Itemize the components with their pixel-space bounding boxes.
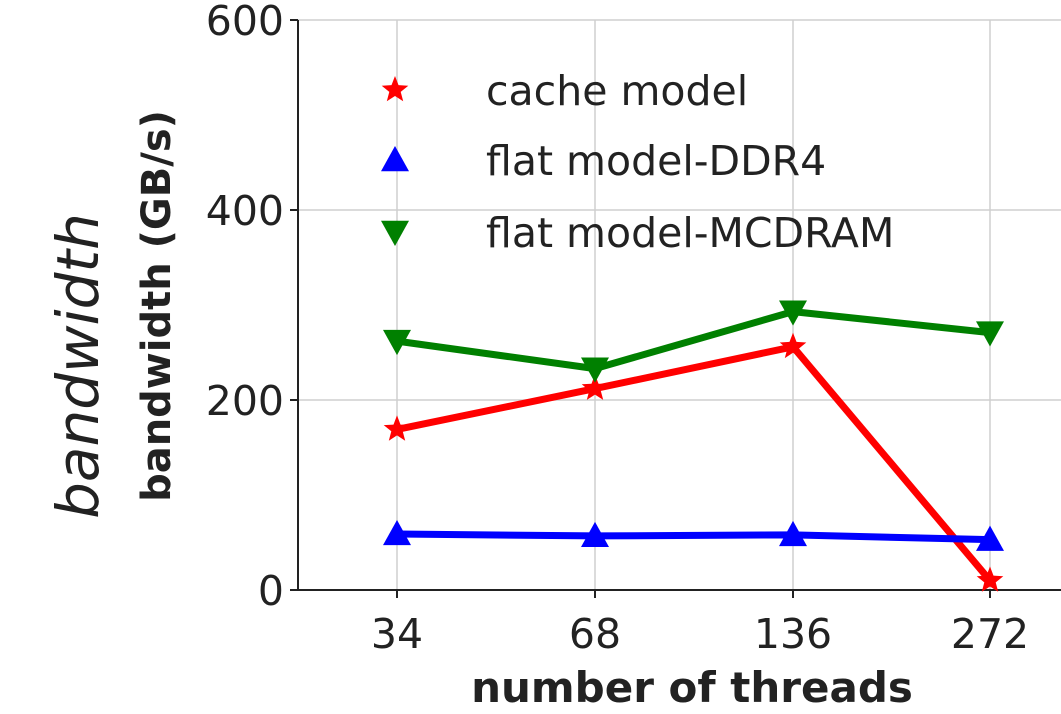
data-point — [383, 519, 411, 546]
series-line — [393, 530, 994, 544]
data-point — [581, 357, 609, 383]
data-point — [976, 566, 1004, 592]
series-cache-model — [383, 332, 1004, 592]
data-point — [581, 521, 609, 548]
y-tick-label: 400 — [206, 187, 284, 235]
y-axis-label: bandwidth (GB/s) — [134, 110, 180, 502]
x-tick-label: 272 — [951, 610, 1029, 658]
data-point — [779, 332, 807, 359]
legend: cache model flat model-DDR4 flat model-MCD… — [381, 67, 894, 257]
y-tick-label: 0 — [258, 567, 284, 615]
series-flat-model-ddr4 — [383, 519, 1004, 551]
series-flat-model-mcdram — [383, 300, 1004, 383]
series-layer — [383, 300, 1004, 592]
data-point — [383, 329, 411, 356]
data-point — [779, 300, 807, 326]
x-tick-label: 68 — [569, 610, 621, 658]
legend-label: cache model — [486, 67, 748, 115]
legend-marker — [381, 146, 409, 172]
legend-marker — [381, 76, 409, 102]
legend-label: flat model-DDR4 — [486, 137, 826, 185]
x-tick-label: 136 — [754, 610, 832, 658]
axis-labels: number of threads bandwidth bandwidth (G… — [44, 110, 913, 712]
data-point — [976, 525, 1004, 551]
data-point — [383, 415, 411, 441]
y-tick-label: 200 — [206, 377, 284, 425]
x-axis-label: number of threads — [471, 663, 913, 712]
y-tick-label: 600 — [206, 0, 284, 45]
legend-label: flat model-MCDRAM — [486, 209, 894, 257]
data-point — [779, 520, 807, 547]
series-line — [393, 308, 994, 373]
axes: 0 200 400 600 34 68 136 272 — [206, 0, 1061, 658]
y-axis-label-italic: bandwidth — [44, 213, 112, 519]
x-tick-label: 34 — [371, 610, 423, 658]
data-point — [976, 321, 1004, 347]
series-line — [393, 343, 994, 584]
data-point — [581, 374, 609, 400]
legend-marker — [381, 220, 409, 246]
